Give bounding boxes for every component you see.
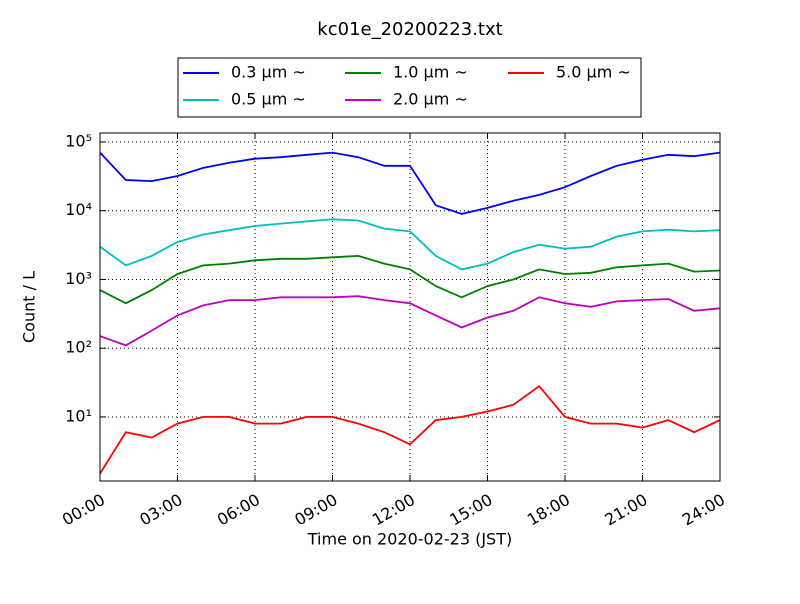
legend-label: 0.5 μm ~: [231, 90, 306, 109]
data-line: [100, 384, 720, 475]
plot-frame: [99, 132, 721, 482]
x-axis-label: Time on 2020-02-23 (JST): [307, 530, 512, 549]
y-tick-label: 10¹: [65, 406, 92, 425]
y-axis-label: Count / L: [20, 271, 39, 343]
chart-title: kc01e_20200223.txt: [317, 19, 502, 40]
data-line: [100, 254, 720, 305]
y-tick-label: 10⁴: [65, 200, 92, 219]
legend-label: 5.0 μm ~: [556, 63, 631, 82]
legend: [177, 57, 642, 118]
data-line: [100, 218, 720, 271]
y-tick-label: 10²: [65, 338, 92, 357]
legend-label: 0.3 μm ~: [231, 63, 306, 82]
data-line: [100, 151, 720, 215]
legend-label: 2.0 μm ~: [393, 90, 468, 109]
y-tick-label: 10⁵: [65, 131, 92, 150]
legend-label: 1.0 μm ~: [393, 63, 468, 82]
y-tick-label: 10³: [65, 269, 92, 288]
data-line: [100, 295, 720, 347]
